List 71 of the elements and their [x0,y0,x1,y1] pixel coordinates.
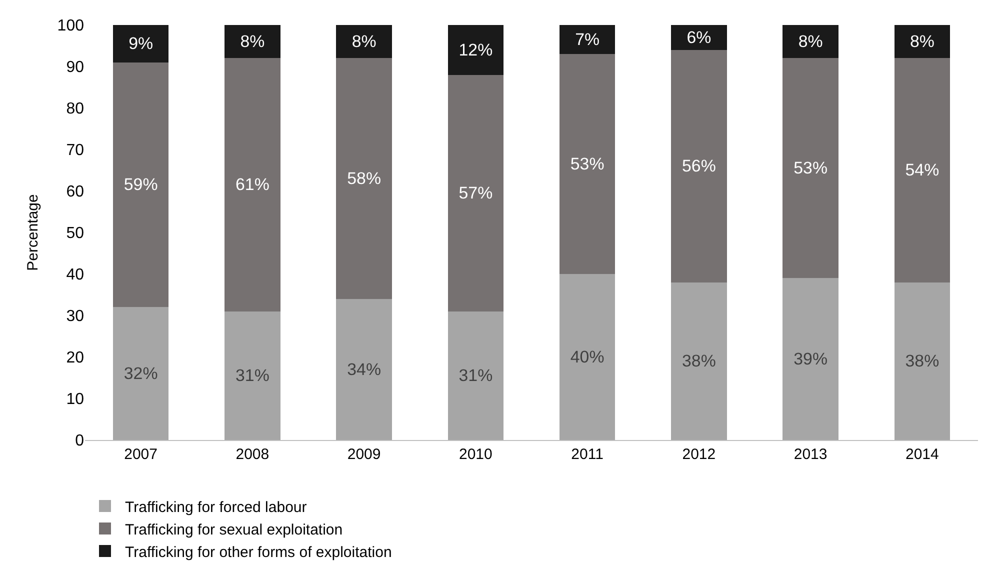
bar [671,282,727,440]
data-label: 57% [458,184,493,203]
bar [112,307,169,440]
bar [782,25,838,58]
data-label: 8% [798,32,823,52]
bar [224,25,280,58]
x-tick-label: 2013 [794,446,828,463]
legend-label: Trafficking for sexual exploitation [125,521,343,538]
bar [894,282,950,440]
data-label: 56% [682,156,716,176]
data-label: 12% [458,40,493,60]
x-tick-label: 2012 [682,446,716,463]
data-label: 38% [682,352,716,371]
data-label: 38% [905,352,940,371]
bar [448,25,504,75]
data-label: 8% [352,32,376,52]
y-tick-label: 10 [66,391,84,408]
x-tick-label: 2014 [906,446,939,463]
x-tick-label: 2011 [571,446,604,463]
bar [782,278,838,440]
data-label: 9% [128,34,154,54]
bar [112,25,169,62]
data-label: 53% [570,154,604,174]
y-tick-label: 90 [66,59,84,76]
x-tick-label: 2010 [459,446,492,463]
bar [336,298,392,440]
bar [224,58,280,312]
data-label: 6% [686,28,712,47]
data-label: 34% [347,360,381,379]
bar [112,62,169,308]
y-tick-label: 40 [66,266,84,284]
data-label: 31% [236,366,270,386]
data-label: 8% [910,32,934,52]
data-label: 31% [458,366,493,386]
bar [224,311,280,440]
y-tick-label: 70 [66,142,84,160]
data-label: 39% [794,350,828,369]
data-label: 40% [570,347,604,366]
bar [671,25,727,50]
bar [336,58,392,299]
data-label: 8% [240,32,265,52]
bar [559,25,616,54]
bar [782,58,838,278]
y-tick-label: 50 [66,225,84,242]
y-tick-label: 80 [66,100,84,118]
data-label: 61% [236,175,270,194]
data-label: 58% [347,169,381,188]
data-label: 54% [905,160,940,180]
bar [894,25,950,58]
data-label: 59% [124,175,158,194]
bar [894,58,950,282]
bar [448,311,504,440]
y-axis-title: Percentage [24,194,42,271]
y-tick-label: 60 [66,184,84,201]
data-label: 53% [794,158,828,178]
bar [559,54,616,274]
y-tick-label: 30 [66,308,84,326]
legend-label: Trafficking for other forms of exploitation [125,544,392,561]
x-tick-label: 2007 [124,446,158,463]
x-tick-label: 2009 [347,446,381,463]
legend-label: Trafficking for forced labour [125,498,307,516]
bar [336,25,392,58]
data-label: 7% [575,30,600,49]
y-tick-label: 0 [75,432,84,450]
bar [559,274,616,440]
bar [448,74,504,312]
bar [671,50,727,282]
data-label: 32% [124,364,158,384]
x-tick-label: 2008 [236,446,270,463]
y-tick-label: 100 [57,18,84,35]
y-tick-label: 20 [66,350,84,367]
